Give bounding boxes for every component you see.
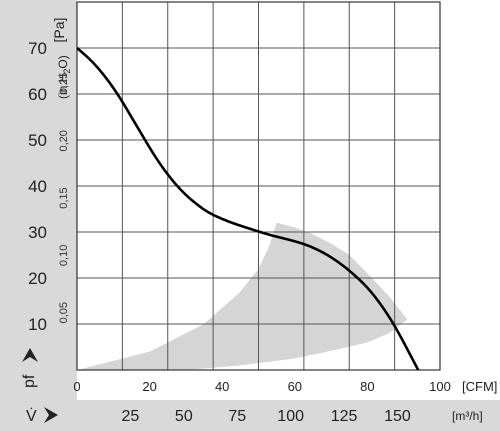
- x-tick-label: 40: [215, 379, 229, 394]
- bottom-band: [0, 400, 500, 431]
- x2-tick-label: 25: [122, 408, 140, 425]
- plot-area: [76, 1, 441, 371]
- y-tick-label: 20: [28, 269, 47, 288]
- y-unit-label: [Pa]: [51, 18, 67, 43]
- y2-unit-subscript: 2: [62, 69, 72, 74]
- x-unit-label: [CFM]: [462, 379, 497, 394]
- x-tick-label: 0: [73, 379, 80, 394]
- x2-tick-label: 75: [228, 408, 246, 425]
- pf-symbol: pf: [21, 374, 38, 388]
- y2-unit-text-end: O): [56, 55, 70, 68]
- y2-tick-label: 0,20: [58, 130, 70, 151]
- plot-frame: [76, 1, 441, 371]
- y-tick-label: 70: [28, 39, 47, 58]
- y-tick-label: 40: [28, 177, 47, 196]
- y2-tick-label: 0,25: [58, 73, 70, 94]
- x2-tick-label: 100: [277, 408, 304, 425]
- v-symbol: V̇: [26, 407, 37, 425]
- x-tick-label: 20: [142, 379, 156, 394]
- x2-unit-label: [m³/h]: [452, 409, 483, 423]
- y2-tick-label: 0,10: [58, 245, 70, 266]
- y-tick-label: 60: [28, 85, 47, 104]
- y2-unit-text: (in H: [56, 74, 70, 99]
- x2-tick-label: 150: [384, 408, 411, 425]
- left-band: [0, 0, 77, 400]
- x-tick-label: 80: [360, 379, 374, 394]
- v-arrow-icon: [44, 407, 58, 423]
- y-tick-label: 50: [28, 131, 47, 150]
- x-tick-label: 100: [429, 379, 451, 394]
- y-tick-label: 10: [28, 315, 47, 334]
- fan-curve-line: [76, 47, 420, 371]
- x2-tick-label: 125: [331, 408, 358, 425]
- pf-arrow-icon: [22, 348, 38, 362]
- x-tick-label: 60: [288, 379, 302, 394]
- y-tick-label: 30: [28, 223, 47, 242]
- operating-region-area: [77, 222, 408, 370]
- y2-tick-label: 0,15: [58, 187, 70, 208]
- x2-tick-label: 50: [175, 408, 193, 425]
- y2-unit-label: (in H2O): [56, 55, 72, 99]
- y2-tick-label: 0,05: [58, 302, 70, 323]
